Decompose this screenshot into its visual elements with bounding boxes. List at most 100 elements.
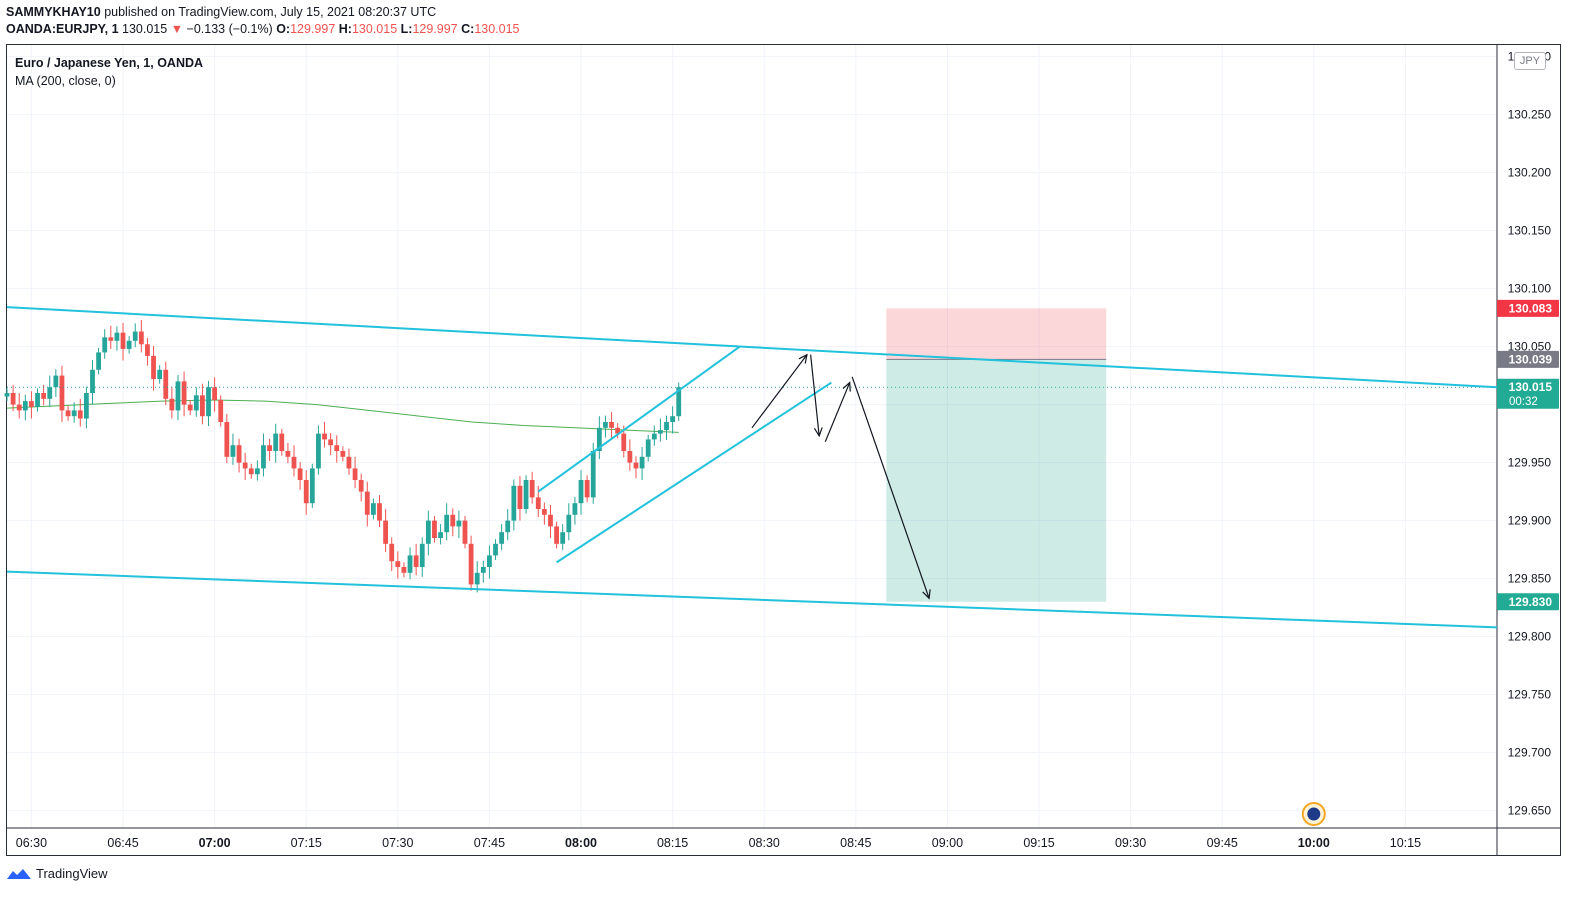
footer-brand-label: TradingView	[36, 866, 108, 881]
candle-body	[273, 433, 279, 451]
candle-body	[248, 468, 254, 475]
candle-body	[621, 433, 627, 451]
candle-body	[444, 514, 450, 533]
candle-body	[419, 543, 425, 567]
candle-body	[35, 393, 40, 407]
candle-body	[590, 451, 596, 498]
candle-body	[676, 387, 682, 417]
candle-body	[541, 509, 547, 515]
candle-body	[71, 410, 77, 417]
candle-body	[377, 503, 382, 521]
candle-body	[407, 555, 413, 573]
candle-body	[425, 520, 431, 544]
candle-body	[151, 355, 156, 380]
candle-body	[187, 404, 193, 411]
candle-body	[114, 332, 120, 341]
candle-body	[181, 381, 187, 405]
publisher-name: SAMMYKHAY10	[6, 5, 101, 19]
candle-body	[462, 520, 468, 544]
candle-body	[468, 543, 474, 585]
ohlc-bar: OANDA:EURJPY, 1 130.015 ▼ −0.133 (−0.1%)…	[6, 22, 520, 36]
projection-arrow-down-1-head	[813, 427, 823, 438]
candle-body	[224, 422, 230, 457]
candle-body	[77, 410, 83, 419]
close-label: C:	[461, 22, 475, 36]
take-profit-zone	[886, 359, 1107, 602]
candle-body	[138, 331, 144, 345]
candle-body	[554, 526, 559, 544]
candle-body	[450, 514, 456, 527]
candle-body	[389, 543, 395, 562]
y-tick-label: 129.650	[1508, 804, 1552, 818]
y-tick-label: 129.900	[1508, 514, 1552, 528]
y-tick-label: 129.800	[1508, 630, 1552, 644]
high-value: 130.015	[351, 22, 398, 36]
candle-body	[163, 369, 169, 399]
candle-body	[438, 532, 443, 538]
candle-body	[254, 468, 260, 475]
x-tick-label: 10:15	[1390, 836, 1421, 850]
candle-body	[126, 340, 132, 349]
candle-body	[474, 572, 480, 585]
candle-body	[480, 567, 486, 573]
candle-body	[41, 393, 47, 399]
candle-body	[65, 410, 71, 417]
price-label-value: 130.039	[1509, 352, 1553, 366]
candle-body	[413, 555, 419, 567]
trendline-channel-upper	[6, 306, 1498, 389]
projection-arrow-up-1-head	[798, 353, 808, 364]
y-tick-label: 130.200	[1508, 166, 1552, 180]
price-label-badge	[1497, 299, 1559, 317]
candle-body	[346, 456, 352, 469]
down-arrow-icon: ▼	[170, 22, 184, 36]
candle-body	[242, 462, 248, 469]
candle-body	[395, 561, 401, 567]
candle-body	[218, 399, 224, 422]
candle-body	[517, 485, 523, 509]
candle-body	[487, 555, 492, 567]
x-tick-label: 09:45	[1207, 836, 1238, 850]
candle-body	[29, 401, 34, 407]
candle-body	[267, 445, 272, 451]
low-value: 129.997	[412, 22, 458, 36]
candle-body	[279, 433, 285, 451]
x-tick-label: 08:30	[749, 836, 780, 850]
candle-body	[200, 395, 205, 417]
candle-body	[358, 480, 364, 492]
candle-body	[511, 485, 517, 521]
low-label: L:	[400, 22, 413, 36]
price-label-value: 130.083	[1509, 301, 1553, 315]
candle-body	[96, 352, 101, 370]
candle-body	[651, 433, 657, 440]
candle-body	[523, 480, 529, 509]
candle-body	[59, 375, 65, 411]
candle-body	[633, 462, 639, 469]
candle-body	[145, 344, 150, 356]
y-tick-label: 130.250	[1508, 108, 1552, 122]
x-tick-label: 07:30	[382, 836, 413, 850]
candle-body	[53, 375, 59, 388]
candle-body	[83, 393, 89, 419]
chart-legend: Euro / Japanese Yen, 1, OANDA MA (200, c…	[15, 54, 203, 90]
candle-body	[664, 422, 669, 431]
currency-badge[interactable]: JPY	[1514, 52, 1546, 70]
candle-body	[499, 532, 505, 544]
candle-body	[658, 430, 663, 434]
y-tick-label: 129.850	[1508, 572, 1552, 586]
indicator-ma-label[interactable]: MA (200, close, 0)	[15, 74, 116, 88]
price-label-badge	[1497, 350, 1559, 368]
price-change: −0.133 (−0.1%)	[186, 22, 273, 36]
x-tick-label: 08:15	[657, 836, 688, 850]
candle-body	[627, 451, 633, 463]
candle-body	[352, 468, 358, 480]
candle-body	[328, 439, 334, 446]
candle-body	[22, 401, 28, 411]
price-label-badge	[1497, 593, 1559, 611]
candle-body	[596, 427, 602, 451]
chart-frame	[6, 44, 1561, 856]
candle-body	[529, 480, 535, 498]
stop-loss-zone	[886, 308, 1107, 360]
candle-body	[566, 514, 572, 533]
x-tick-label: 10:00	[1298, 836, 1330, 850]
